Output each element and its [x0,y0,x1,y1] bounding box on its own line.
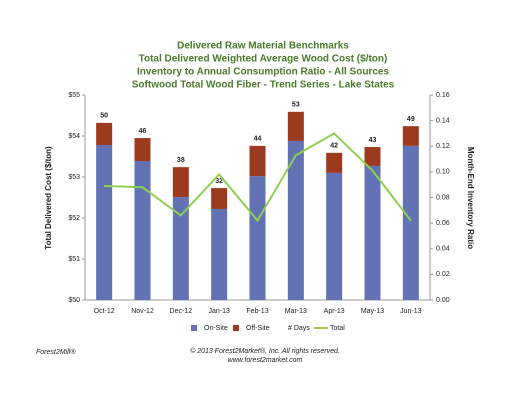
y-tick-label: $54 [68,133,80,140]
bar-on-site [326,172,343,300]
legend-swatch [191,325,197,331]
bar-on-site [249,176,266,300]
bar-on-site [364,165,381,300]
y2-tick-label: 0.02 [436,271,450,278]
y2-tick-label: 0.16 [436,92,450,99]
legend-swatch [233,325,239,331]
x-tick-label: Dec-12 [170,308,193,315]
x-tick-label: Mar-13 [285,308,307,315]
y2-tick-label: 0.06 [436,220,450,227]
x-tick-label: Nov-12 [131,308,154,315]
chart-title: Softwood Total Wood Fiber - Trend Series… [132,80,395,91]
days-label: 50 [100,113,108,120]
bar-on-site [134,161,151,300]
bar-off-site [402,126,419,146]
y2-tick-label: 0.04 [436,246,450,253]
days-label: 53 [292,102,300,109]
days-label: 46 [139,128,147,135]
brand: Forest2Mill® [36,348,76,356]
y2-tick-label: 0.10 [436,169,450,176]
y2-tick-label: 0.14 [436,117,450,124]
y2-tick-label: 0.08 [436,194,450,201]
total-line [104,132,412,223]
chart-title: Total Delivered Weighted Average Wood Co… [139,54,388,65]
url: www.forest2market.com [228,357,303,364]
x-tick-label: Apr-13 [324,308,345,315]
x-tick-label: Feb-13 [246,308,268,315]
y2-tick-label: 0.00 [436,297,450,304]
days-label: 38 [177,157,185,164]
days-label: 42 [330,143,338,150]
copyright: © 2013 Forest2Market®, Inc. All rights r… [190,347,340,355]
y-tick-label: $52 [68,215,80,222]
chart-title: Delivered Raw Material Benchmarks [177,41,349,52]
bar-off-site [326,152,343,173]
bar-off-site [211,188,228,209]
days-label: 44 [254,136,262,143]
bar-on-site [287,140,304,300]
days-label: 32 [215,178,223,185]
bar-on-site [402,145,419,300]
bar-on-site [211,208,228,300]
bar-off-site [287,111,304,141]
bar-on-site [96,145,113,300]
y-tick-label: $50 [68,297,80,304]
legend-label: Total [330,325,345,332]
bar-off-site [249,145,266,177]
x-tick-label: Oct-12 [94,308,115,315]
bar-off-site [96,122,113,146]
legend-label: # Days [288,325,310,332]
x-tick-label: May-13 [361,308,384,315]
legend-label: On-Site [204,325,228,332]
bar-off-site [364,147,381,166]
bar-off-site [172,167,189,198]
y-tick-label: $51 [68,256,80,263]
y-tick-label: $55 [68,92,80,99]
y2-tick-label: 0.12 [436,143,450,150]
y-tick-label: $53 [68,174,80,181]
bar-on-site [172,197,189,300]
y2-axis-label: Month-End Inventory Ratio [466,147,475,249]
days-label: 43 [369,137,377,144]
chart-title: Inventory to Annual Consumption Ratio - … [137,67,389,78]
y-axis-label: Total Delivered Cost ($/ton) [44,146,53,250]
bar-off-site [134,138,151,162]
x-tick-label: Jan-13 [208,308,230,315]
legend-label: Off-Site [246,325,270,332]
days-label: 49 [407,116,415,123]
x-tick-label: Jun-13 [400,308,422,315]
